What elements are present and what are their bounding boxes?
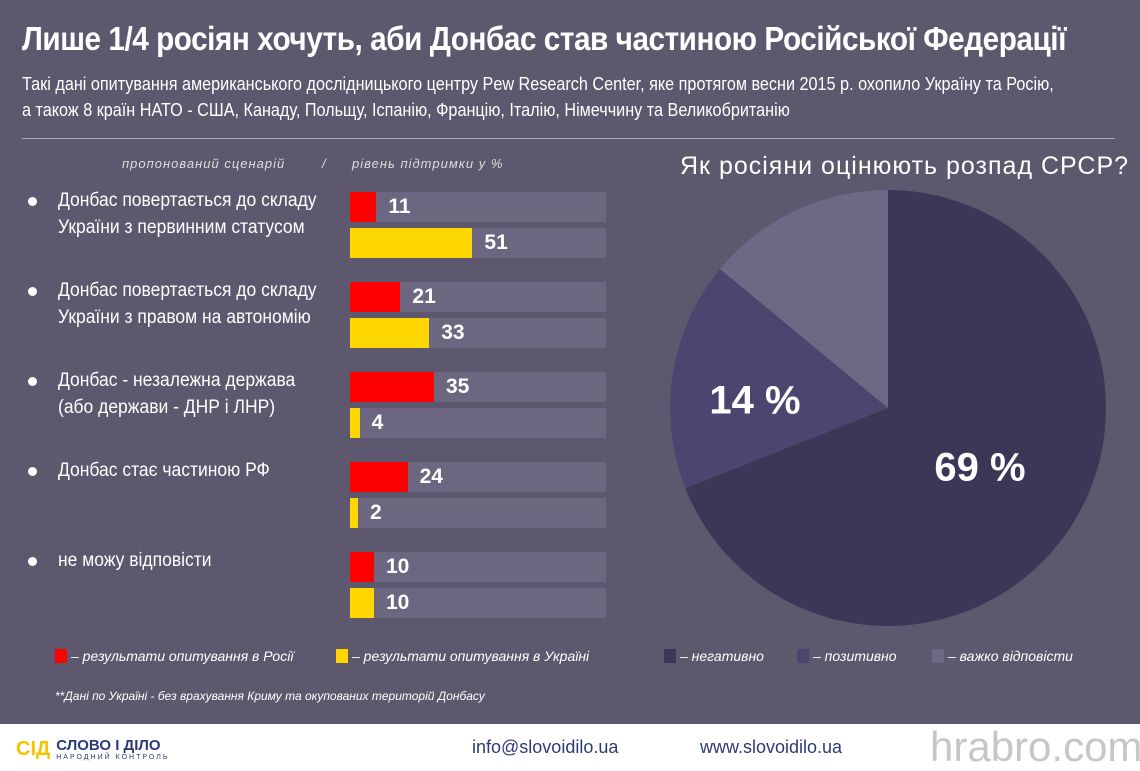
label-separator: / xyxy=(322,156,327,171)
page-title: Лише 1/4 росіян хочуть, аби Донбас став … xyxy=(22,20,1066,57)
bar-track: 10 xyxy=(350,552,606,582)
legend-russia: – результати опитування в Росії xyxy=(55,648,293,664)
divider xyxy=(22,138,1115,139)
pie-slice xyxy=(669,269,888,489)
legend-ukraine: – результати опитування в Україні xyxy=(336,648,589,664)
bar-russia xyxy=(350,282,401,312)
bar-value: 51 xyxy=(484,231,508,254)
pie-slice xyxy=(720,190,888,408)
bar-russia xyxy=(350,372,434,402)
scenario-label: Донбас - незалежна держава (або держави -… xyxy=(58,370,296,418)
scenario-label: Донбас повертається до складу України з п… xyxy=(58,280,317,328)
bar-ukraine xyxy=(350,498,358,528)
bar-track: 24 xyxy=(350,462,606,492)
bullet xyxy=(28,197,37,206)
bar-track: 21 xyxy=(350,282,606,312)
bar-value: 10 xyxy=(386,555,410,578)
bar-value: 24 xyxy=(419,465,443,488)
infographic: Лише 1/4 росіян хочуть, аби Донбас став … xyxy=(0,0,1140,724)
scenario-label: Донбас повертається до складу України з п… xyxy=(58,190,317,238)
bar-russia xyxy=(350,552,374,582)
legend-hard: – важко відповісти xyxy=(932,648,1073,664)
bar-value: 11 xyxy=(388,195,411,218)
bar-ukraine xyxy=(350,408,360,438)
bar-value: 33 xyxy=(441,321,465,344)
pie-label: 14 % xyxy=(709,379,800,423)
bar-russia xyxy=(350,462,408,492)
x-label: пропонований сценарій xyxy=(122,156,286,171)
bar-ukraine xyxy=(350,588,374,618)
bullet xyxy=(28,557,37,566)
legend-swatch xyxy=(336,649,348,663)
bar-russia xyxy=(350,192,377,222)
bullet xyxy=(28,467,37,476)
scenario-label: Донбас стає частиною РФ xyxy=(58,460,270,481)
y-label: рівень підтримки у % xyxy=(352,156,504,171)
bar-ukraine xyxy=(350,228,473,258)
bar-track: 10 xyxy=(350,588,606,618)
bullet xyxy=(28,377,37,386)
bar-track: 51 xyxy=(350,228,606,258)
subtitle: Такі дані опитування американського досл… xyxy=(22,74,1054,94)
bar-value: 21 xyxy=(412,285,436,308)
bar-track: 2 xyxy=(350,498,606,528)
scenario-label: не можу відповісти xyxy=(58,550,212,571)
legend-swatch xyxy=(55,649,67,663)
bullet xyxy=(28,287,37,296)
email-link[interactable]: info@slovoidilo.ua xyxy=(472,737,619,757)
pie-title: Як росіяни оцінюють розпад СРСР? xyxy=(680,152,1130,180)
bar-ukraine xyxy=(350,318,430,348)
legend-swatch xyxy=(664,649,676,663)
pie-chart: 69 %17 %14 % xyxy=(669,190,1106,626)
subtitle: а також 8 країн НАТО - США, Канаду, Поль… xyxy=(22,100,790,120)
watermark: hrabro.com xyxy=(930,723,1140,770)
legend-swatch xyxy=(932,649,944,663)
bar-value: 10 xyxy=(386,591,410,614)
logo-mark: СІД xyxy=(16,737,51,760)
bar-value: 35 xyxy=(446,375,470,398)
legend-negative: – негативно xyxy=(664,648,764,664)
website-link[interactable]: www.slovoidilo.ua xyxy=(700,737,843,757)
bar-value: 4 xyxy=(371,411,384,434)
pie-slice xyxy=(685,190,1106,626)
pie-label: 69 % xyxy=(934,446,1025,490)
logo[interactable]: СІД СЛОВО І ДІЛО НАРОДНИЙ КОНТРОЛЬ xyxy=(16,737,170,761)
legend-swatch xyxy=(797,649,809,663)
bar-track: 35 xyxy=(350,372,606,402)
bar-track: 4 xyxy=(350,408,606,438)
bar-track: 33 xyxy=(350,318,606,348)
bar-value: 2 xyxy=(370,501,382,524)
footnote: **Дані по Україні - без врахування Криму… xyxy=(55,689,485,703)
legend-positive: – позитивно xyxy=(797,648,897,664)
bar-track: 11 xyxy=(350,192,606,222)
